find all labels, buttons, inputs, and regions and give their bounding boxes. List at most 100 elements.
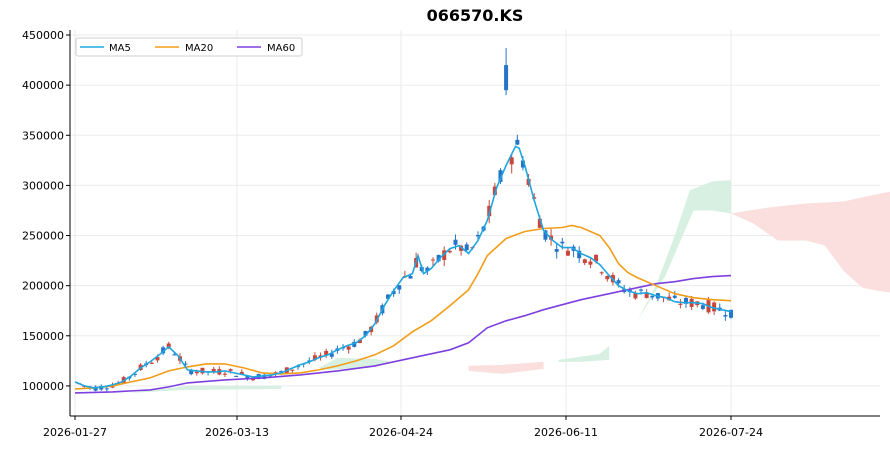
- candle-body: [408, 275, 413, 279]
- candle-body: [644, 293, 649, 299]
- legend-ma5-label: MA5: [109, 43, 131, 54]
- cloud-segment-bull: [558, 345, 610, 362]
- candle-body: [588, 261, 593, 265]
- candle-body: [352, 341, 357, 347]
- candle-body: [397, 285, 402, 290]
- candle-body: [189, 369, 194, 375]
- grid-layer: [70, 30, 880, 416]
- candle-body: [183, 363, 188, 365]
- ichimoku-cloud: [127, 180, 890, 393]
- candle-body: [386, 294, 391, 299]
- candle-body: [678, 303, 683, 305]
- candle-body: [650, 295, 655, 298]
- candle-body: [329, 353, 334, 357]
- y-tick-label: 350000: [22, 129, 64, 142]
- candle-body: [639, 289, 644, 291]
- y-tick-label: 200000: [22, 280, 64, 293]
- candle-body: [262, 374, 267, 379]
- candle-body: [498, 170, 503, 182]
- y-tick-label: 250000: [22, 230, 64, 243]
- candle-body: [537, 218, 542, 228]
- candle-body: [155, 357, 160, 361]
- candle-body: [447, 251, 452, 253]
- legend: MA5 MA20 MA60: [75, 37, 303, 57]
- candle-body: [172, 354, 177, 356]
- candle-body: [228, 369, 233, 371]
- cloud-segment-bull: [127, 385, 282, 393]
- candle-body: [149, 362, 154, 364]
- candle-body: [425, 267, 430, 272]
- candle-body: [132, 373, 137, 375]
- x-tick-label: 2026-03-13: [205, 426, 269, 439]
- candle-body: [729, 309, 733, 318]
- candle-body: [296, 366, 301, 368]
- ma5-line: [74, 145, 732, 389]
- y-tick-label: 400000: [22, 79, 64, 92]
- chart-title: 066570.KS: [426, 6, 524, 25]
- candle-body: [357, 339, 362, 344]
- candle-body: [436, 254, 441, 262]
- x-tick-label: 2026-04-24: [369, 426, 433, 439]
- candle-body: [239, 371, 244, 375]
- axes: 100000 150000 200000 250000 300000 350000 4000…: [22, 29, 880, 439]
- cloud-segment-bear: [468, 361, 544, 374]
- legend-ma60-label: MA60: [267, 43, 295, 54]
- candle-body: [464, 244, 469, 251]
- candle-body: [520, 160, 525, 168]
- candle-body: [324, 350, 329, 356]
- candle-body: [161, 347, 166, 354]
- candle-body: [279, 371, 284, 373]
- candle-body: [211, 368, 216, 373]
- candle-body: [554, 249, 559, 252]
- candle-body: [459, 245, 464, 251]
- candle-body: [194, 371, 199, 374]
- candle-body: [509, 157, 514, 165]
- candle-body: [582, 259, 587, 264]
- candle-body: [712, 302, 717, 312]
- candles: [76, 48, 733, 392]
- candle-body: [245, 375, 250, 380]
- candle-body: [565, 250, 570, 256]
- candle-body: [672, 295, 677, 298]
- legend-ma20-label: MA20: [185, 43, 213, 54]
- y-tick-label: 150000: [22, 330, 64, 343]
- candle-body: [200, 367, 205, 374]
- candle-body: [453, 239, 458, 245]
- ma20-line: [74, 224, 732, 390]
- candle-body: [290, 369, 295, 371]
- candle-body: [633, 293, 638, 299]
- candle-body: [430, 259, 435, 261]
- candle-body: [577, 250, 582, 259]
- moving-average-lines: [74, 145, 732, 394]
- candle-body: [504, 65, 509, 91]
- cloud-segment-bull: [318, 357, 394, 370]
- cloud-segment-bear: [731, 191, 890, 293]
- y-tick-label: 300000: [22, 179, 64, 192]
- y-tick-label: 450000: [22, 29, 64, 42]
- candle-body: [594, 254, 599, 262]
- candle-body: [93, 386, 98, 391]
- x-tick-label: 2026-07-24: [699, 426, 763, 439]
- candle-body: [560, 241, 565, 244]
- candle-body: [442, 250, 447, 260]
- candle-body: [616, 280, 621, 284]
- candle-body: [318, 355, 323, 358]
- candle-body: [492, 186, 497, 196]
- candle-body: [234, 375, 239, 377]
- cloud-segment-bull: [618, 180, 731, 351]
- candle-body: [684, 297, 689, 304]
- y-tick-label: 100000: [22, 380, 64, 393]
- candle-body: [166, 343, 171, 348]
- candle-body: [346, 346, 351, 350]
- candle-body: [222, 373, 227, 375]
- ma60-line: [74, 274, 732, 394]
- candle-body: [599, 272, 604, 274]
- candle-body: [312, 355, 317, 360]
- candle-body: [104, 388, 109, 390]
- candle-body: [363, 330, 368, 336]
- x-tick-label: 2026-01-27: [43, 426, 107, 439]
- candle-body: [605, 275, 610, 280]
- candle-body: [475, 234, 480, 237]
